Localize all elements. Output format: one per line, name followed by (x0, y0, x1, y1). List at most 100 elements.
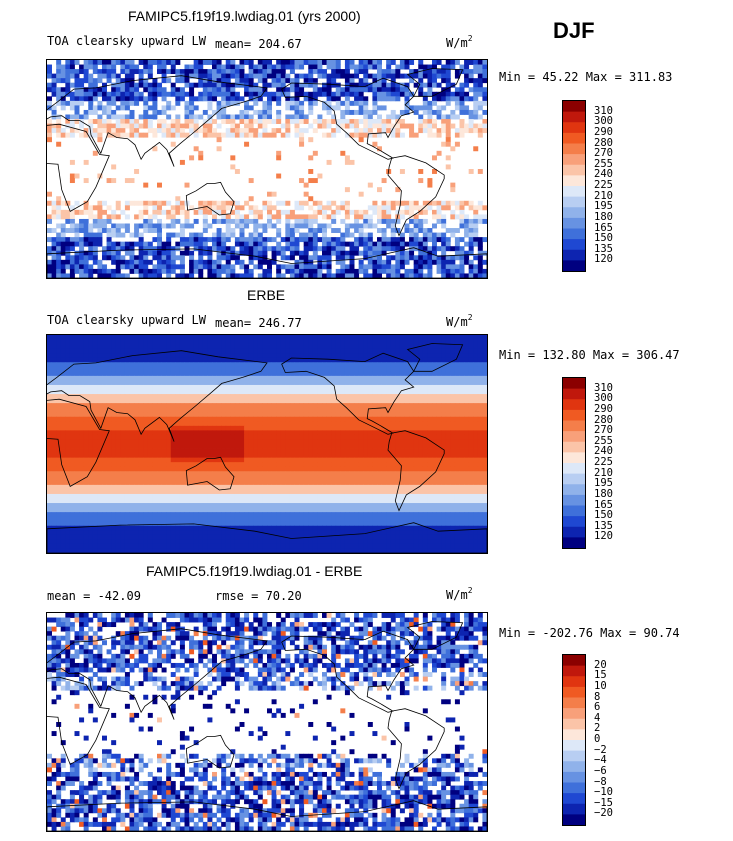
colorbar-tick-label: 225 (594, 456, 613, 468)
panel-3-map (46, 612, 488, 832)
panel-2-units: W/m2 (446, 313, 473, 329)
panel-3-minmax: Min = -202.76 Max = 90.74 (499, 626, 680, 640)
colorbar-tick-label: 300 (594, 115, 613, 128)
colorbar-swatch (563, 431, 585, 443)
colorbar-tick-label: −6 (594, 764, 607, 777)
colorbar-tick-label: 240 (594, 168, 613, 181)
colorbar-swatch (563, 388, 585, 400)
colorbar-tick-label: 310 (594, 381, 613, 394)
colorbar-swatch (563, 718, 585, 730)
colorbar-tick-label: −2 (594, 743, 607, 756)
colorbar-tick-label: 120 (594, 530, 613, 543)
colorbar-swatch (563, 473, 585, 485)
colorbar-swatch (563, 378, 585, 390)
colorbar-swatch (563, 803, 585, 815)
season-label: DJF (553, 18, 595, 43)
colorbar-swatch (563, 207, 585, 219)
colorbar-tick-label: 150 (594, 232, 613, 245)
panel-1-units: W/m2 (446, 34, 473, 50)
colorbar-tick-label: 165 (594, 498, 613, 511)
colorbar-swatch (563, 750, 585, 762)
panel-1-mean: mean= 204.67 (215, 37, 302, 51)
colorbar-swatch (563, 441, 585, 453)
colorbar-swatch (563, 122, 585, 134)
colorbar-swatch (563, 697, 585, 709)
colorbar-swatch (563, 260, 585, 271)
panel-3-units: W/m2 (446, 586, 473, 602)
colorbar-tick-label: 165 (594, 221, 613, 234)
panel-2-map (46, 334, 488, 554)
colorbar-swatch (563, 132, 585, 144)
colorbar-swatch (563, 814, 585, 825)
colorbar-tick-label: 195 (594, 477, 613, 490)
panel-1-title: FAMIPC5.f19f19.lwdiag.01 (yrs 2000) (128, 8, 361, 24)
colorbar-tick-label: 270 (594, 424, 613, 437)
colorbar-swatch (563, 463, 585, 475)
colorbar-swatch (563, 217, 585, 229)
colorbar-tick-label: 20 (594, 658, 607, 671)
colorbar-tick-label: 240 (594, 445, 613, 458)
panel-2-colorbar (562, 377, 586, 549)
colorbar-swatch (563, 708, 585, 720)
panel-1-colorbar (562, 100, 586, 272)
colorbar-swatch (563, 111, 585, 123)
colorbar-tick-label: 180 (594, 487, 613, 500)
colorbar-swatch (563, 154, 585, 166)
colorbar-tick-label: 280 (594, 136, 613, 149)
colorbar-swatch (563, 494, 585, 506)
colorbar-tick-label: 225 (594, 179, 613, 191)
panel-2-field-label: TOA clearsky upward LW (47, 313, 206, 327)
colorbar-swatch (563, 537, 585, 548)
colorbar-tick-label: 15 (594, 669, 607, 682)
colorbar-tick-label: 135 (594, 519, 613, 532)
colorbar-tick-label: 2 (594, 722, 601, 735)
colorbar-swatch (563, 452, 585, 464)
colorbar-swatch (563, 740, 585, 752)
colorbar-tick-label: 0 (594, 733, 601, 745)
colorbar-swatch (563, 175, 585, 187)
colorbar-swatch (563, 228, 585, 240)
colorbar-swatch (563, 771, 585, 783)
panel-1-map (46, 59, 488, 279)
panel-3-colorbar (562, 654, 586, 826)
colorbar-swatch (563, 516, 585, 528)
colorbar-tick-label: 290 (594, 402, 613, 415)
colorbar-tick-label: 210 (594, 466, 613, 479)
panel-2-minmax: Min = 132.80 Max = 306.47 (499, 348, 680, 362)
colorbar-swatch (563, 676, 585, 688)
colorbar-tick-label: 290 (594, 125, 613, 138)
colorbar-swatch (563, 526, 585, 538)
panel-2-title: ERBE (247, 287, 286, 303)
colorbar-tick-label: 270 (594, 147, 613, 160)
colorbar-swatch (563, 655, 585, 667)
colorbar-swatch (563, 164, 585, 176)
colorbar-tick-label: −8 (594, 775, 607, 788)
colorbar-swatch (563, 420, 585, 432)
colorbar-tick-label: −15 (594, 796, 613, 809)
colorbar-swatch (563, 409, 585, 421)
colorbar-tick-label: 120 (594, 253, 613, 266)
colorbar-tick-label: 255 (594, 157, 613, 170)
colorbar-swatch (563, 239, 585, 251)
colorbar-tick-label: −10 (594, 786, 613, 799)
colorbar-swatch (563, 665, 585, 677)
colorbar-swatch (563, 793, 585, 805)
colorbar-tick-label: 255 (594, 434, 613, 447)
colorbar-tick-label: 210 (594, 189, 613, 202)
colorbar-swatch (563, 196, 585, 208)
colorbar-tick-label: 4 (594, 711, 601, 724)
colorbar-tick-label: 180 (594, 210, 613, 223)
colorbar-swatch (563, 484, 585, 496)
colorbar-swatch (563, 686, 585, 698)
colorbar-tick-label: −4 (594, 754, 607, 767)
colorbar-tick-label: 150 (594, 509, 613, 522)
colorbar-swatch (563, 761, 585, 773)
colorbar-swatch (563, 505, 585, 517)
colorbar-tick-label: 6 (594, 701, 601, 714)
colorbar-swatch (563, 101, 585, 113)
colorbar-tick-label: 310 (594, 104, 613, 117)
colorbar-tick-label: −20 (594, 807, 613, 820)
colorbar-swatch (563, 782, 585, 794)
panel-1-field-label: TOA clearsky upward LW (47, 34, 206, 48)
colorbar-swatch (563, 186, 585, 198)
